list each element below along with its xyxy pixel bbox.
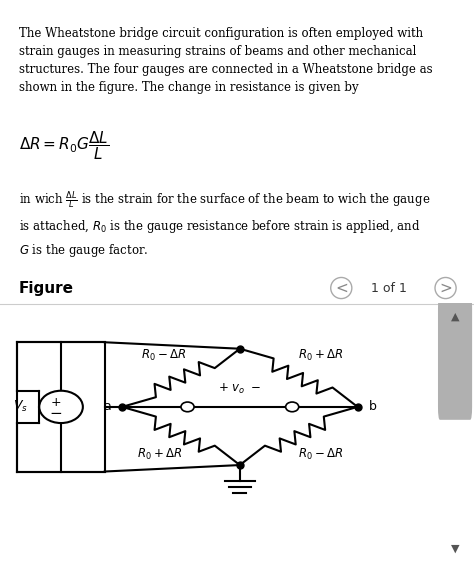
Text: $V_s$: $V_s$ — [13, 400, 28, 414]
Text: in wich $\frac{\Delta L}{L}$ is the strain for the surface of the beam to wich t: in wich $\frac{\Delta L}{L}$ is the stra… — [19, 189, 430, 259]
Text: $\Delta R = R_0 G \dfrac{\Delta L}{L}$: $\Delta R = R_0 G \dfrac{\Delta L}{L}$ — [19, 129, 109, 162]
Text: +: + — [51, 396, 61, 409]
Text: $R_0 - \Delta R$: $R_0 - \Delta R$ — [141, 348, 186, 363]
Text: ▲: ▲ — [451, 311, 459, 321]
Text: >: > — [439, 280, 452, 296]
Text: Figure: Figure — [19, 280, 74, 296]
Circle shape — [39, 391, 83, 423]
Text: $R_0 + \Delta R$: $R_0 + \Delta R$ — [137, 447, 182, 463]
Text: −: − — [49, 406, 62, 421]
FancyBboxPatch shape — [438, 296, 472, 420]
Text: b: b — [368, 400, 376, 414]
Text: $+\ v_o\ -$: $+\ v_o\ -$ — [219, 382, 261, 396]
Text: 1 of 1: 1 of 1 — [371, 282, 407, 294]
Text: $R_0 + \Delta R$: $R_0 + \Delta R$ — [298, 348, 343, 363]
Text: $R_0 - \Delta R$: $R_0 - \Delta R$ — [298, 447, 343, 463]
Text: a: a — [103, 400, 111, 414]
Circle shape — [181, 402, 194, 412]
Text: <: < — [335, 280, 347, 296]
Text: The Wheatstone bridge circuit configuration is often employed with
strain gauges: The Wheatstone bridge circuit configurat… — [19, 27, 433, 94]
Text: ▼: ▼ — [451, 544, 459, 554]
Circle shape — [286, 402, 299, 412]
